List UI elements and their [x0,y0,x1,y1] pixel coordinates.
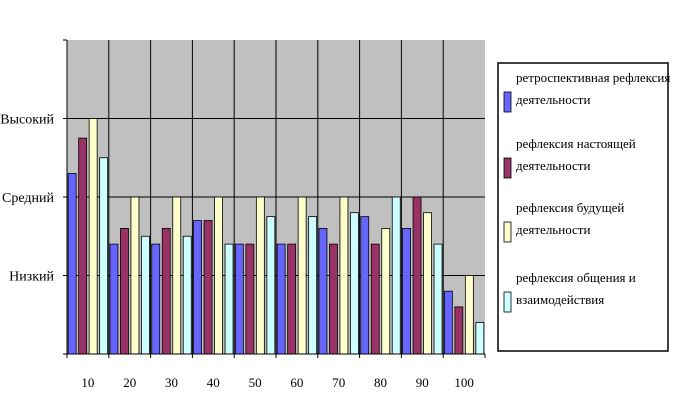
x-tick-label: 10 [81,375,94,390]
bar-2-90 [412,196,422,355]
bar-2-30 [161,227,171,355]
bar-3-40 [214,196,223,355]
bar-3-60 [297,196,307,355]
bar-4-10 [99,157,109,355]
bar-4-40 [224,243,234,355]
bar-2-100 [454,306,464,355]
bar-4-90 [433,243,443,355]
axes: Высокий Средний Низкий 10 20 30 40 50 60 70 80 90 10… [0,39,486,390]
bar-2-80 [370,243,380,355]
bar-3-90 [423,212,432,355]
bar-1-50 [234,243,244,355]
bar-1-80 [360,216,370,355]
y-tick-label: Низкий [9,270,54,285]
y-tick-label: Высокий [0,113,54,128]
bar-2-60 [287,243,297,355]
x-tick-label: 80 [374,375,387,390]
legend-label-1: ретроспективная рефлексия деятельности [516,70,670,107]
x-tick-label: 50 [249,375,262,390]
x-tick-label: 100 [454,375,474,390]
bar-2-10 [78,137,88,355]
bar-4-70 [350,212,359,355]
bar-4-60 [308,216,318,355]
bar-1-70 [318,227,328,355]
bar-3-70 [339,196,349,355]
bar-4-30 [182,235,192,355]
legend-box [497,62,669,352]
bar-4-100 [475,322,485,355]
x-tick-label: 20 [123,375,136,390]
bar-1-90 [402,227,411,355]
y-tick-label: Средний [2,191,54,206]
bar-2-40 [203,220,213,355]
bar-2-70 [329,243,338,355]
bar-1-30 [151,243,161,355]
legend-swatch-4 [503,291,512,313]
legend-label-3: рефлексия будущей деятельности [516,200,624,237]
bar-1-20 [109,243,119,355]
x-tick-label: 70 [332,375,345,390]
x-tick-label: 30 [165,375,178,390]
bar-3-100 [464,275,474,355]
x-tick-label: 60 [290,375,303,390]
bar-1-60 [276,243,286,355]
legend-label-4: рефлексия общения и взаимодействия [516,270,636,307]
bar-3-30 [172,196,182,355]
legend: ретроспективная рефлексия деятельности реф… [497,62,670,352]
legend-swatch-1 [503,91,512,113]
x-tick-label: 90 [416,375,429,390]
bar-4-50 [266,216,276,355]
bar-1-100 [443,290,453,355]
bar-2-50 [245,243,255,355]
bar-3-80 [381,227,391,355]
bar-2-20 [120,227,129,355]
plot-area [67,40,485,355]
legend-swatch-2 [503,157,512,179]
bar-3-20 [130,196,140,355]
bar-3-50 [255,196,265,355]
bar-3-10 [88,118,98,355]
bar-1-40 [193,220,202,355]
legend-label-2: рефлексия настоящей деятельности [516,136,636,173]
bar-4-80 [391,196,401,355]
x-tick-label: 40 [207,375,220,390]
bar-4-20 [141,235,150,355]
bar-1-10 [67,173,77,355]
legend-swatch-3 [503,221,512,243]
